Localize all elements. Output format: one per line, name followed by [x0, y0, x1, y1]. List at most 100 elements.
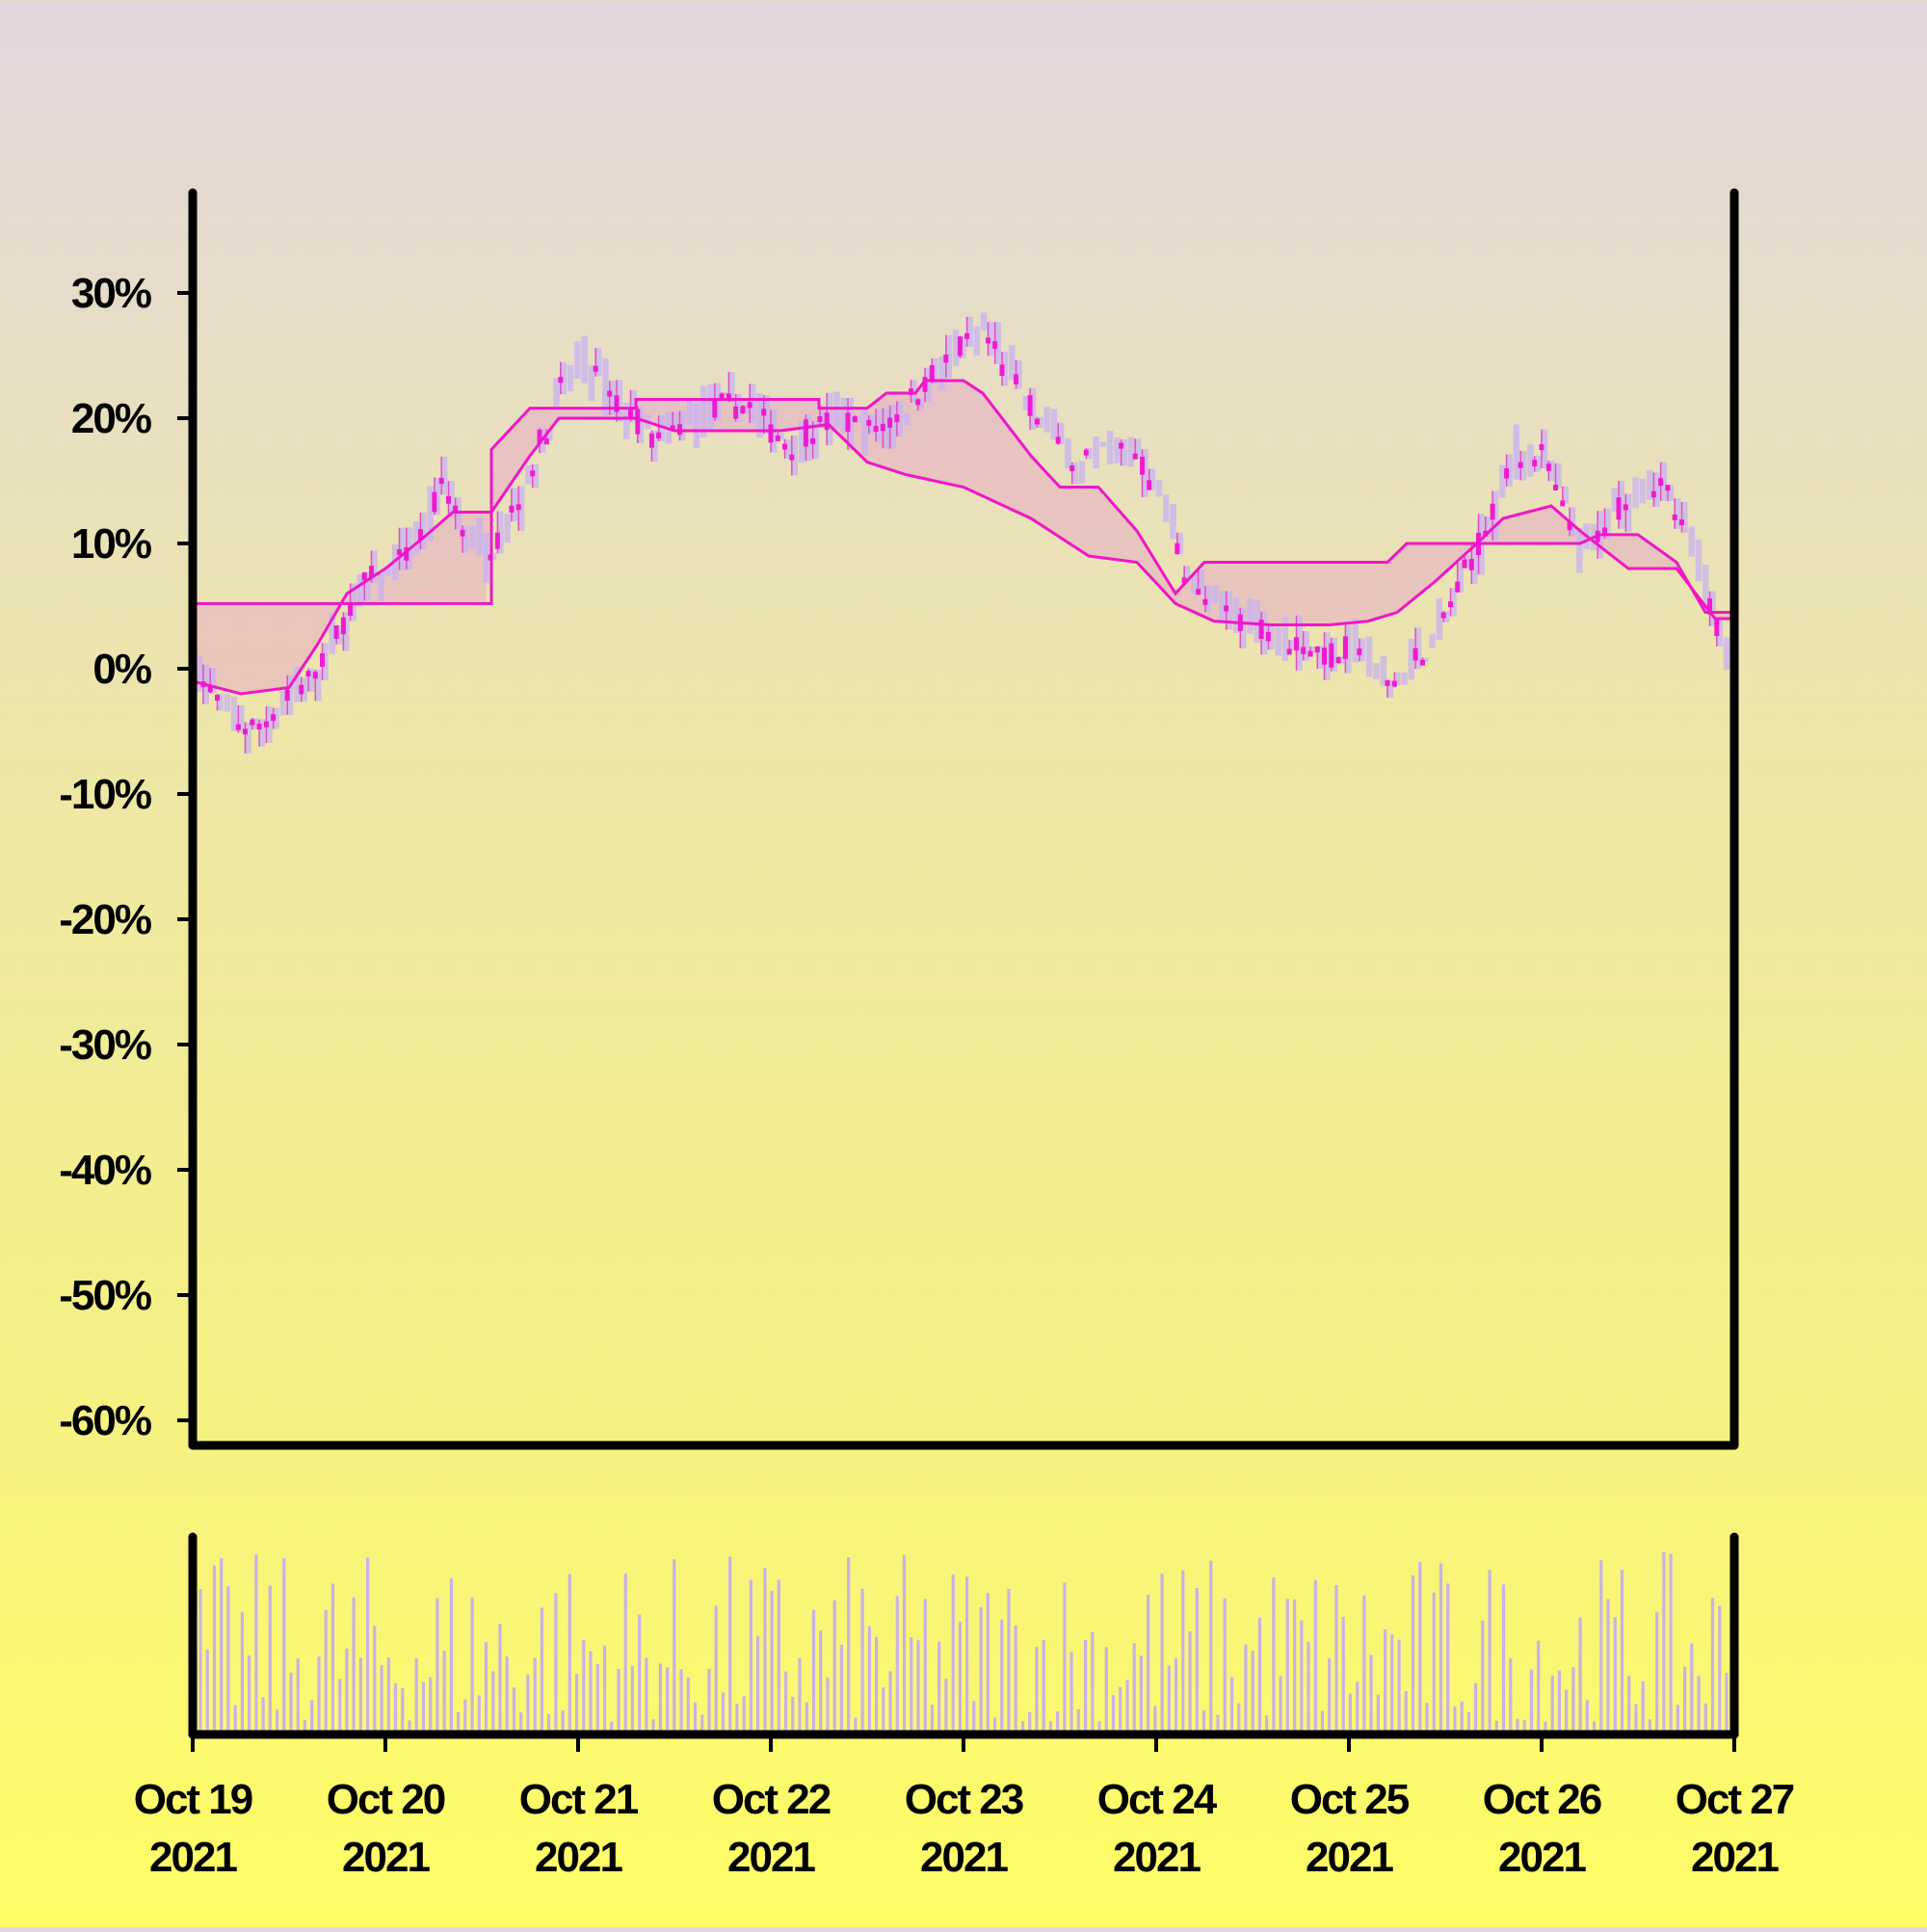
candle-shadow — [553, 378, 560, 410]
volume-bar — [380, 1665, 383, 1731]
volume-bar — [1578, 1617, 1582, 1731]
volume-bar — [205, 1649, 209, 1731]
candle-shadow — [938, 357, 945, 390]
candle-body — [719, 393, 725, 400]
volume-bar — [721, 1692, 726, 1731]
candle-shadow — [1562, 487, 1569, 504]
candle-shadow — [833, 391, 840, 429]
volume-bar — [895, 1596, 899, 1731]
candle-shadow — [567, 364, 574, 392]
volume-bar — [756, 1635, 760, 1731]
candle-body — [782, 443, 787, 450]
candle-body — [1665, 485, 1671, 491]
candle-shadow — [1464, 554, 1471, 569]
volume-bar — [436, 1598, 439, 1731]
candle-body — [1265, 631, 1271, 642]
volume-bar — [1369, 1654, 1373, 1731]
candle-shadow — [1232, 597, 1240, 633]
candle-body — [1224, 605, 1229, 612]
volume-bar — [1125, 1680, 1129, 1731]
volume-bar — [1550, 1675, 1554, 1731]
volume-bar — [1384, 1628, 1387, 1731]
candle-body — [1140, 457, 1145, 475]
volume-bar — [1565, 1689, 1569, 1731]
candle-shadow — [1576, 527, 1583, 573]
candle-body — [712, 399, 718, 418]
candle-shadow — [735, 393, 742, 422]
x-tick-label-date: Oct 21 — [519, 1776, 639, 1823]
volume-bar — [248, 1654, 251, 1731]
volume-bar — [1544, 1721, 1547, 1731]
candle-body — [803, 419, 808, 447]
volume-bar — [1069, 1652, 1073, 1731]
candle-body — [873, 426, 879, 432]
volume-bar — [1494, 1720, 1498, 1731]
candle-shadow — [1365, 636, 1373, 677]
candle-shadow — [945, 334, 952, 379]
candle-shadow — [497, 511, 504, 554]
candle-body — [593, 365, 598, 372]
volume-bar — [610, 1721, 614, 1731]
volume-bar — [1147, 1595, 1150, 1731]
candle-shadow — [1065, 437, 1071, 469]
volume-bar — [1313, 1580, 1317, 1731]
candle-shadow — [1155, 479, 1163, 497]
candle-body — [1301, 647, 1307, 654]
candle-shadow — [1142, 449, 1148, 497]
candle-shadow — [230, 696, 238, 731]
x-tick-label-year: 2021 — [1306, 1834, 1393, 1881]
candle-shadow — [742, 405, 750, 414]
y-tick-label: -20% — [59, 896, 151, 943]
candle-body — [1490, 503, 1495, 520]
candle-shadow — [819, 409, 827, 428]
volume-bar — [477, 1695, 481, 1731]
x-tick-label-date: Oct 22 — [712, 1776, 831, 1823]
candle-body — [494, 532, 500, 549]
candle-shadow — [1114, 437, 1121, 463]
candle-body — [243, 728, 248, 735]
candle-shadow — [363, 571, 371, 601]
candle-body — [1314, 647, 1320, 652]
candle-shadow — [1029, 387, 1037, 430]
volume-bar — [1201, 1710, 1206, 1731]
candle-shadow — [483, 533, 489, 584]
volume-bar — [965, 1576, 969, 1731]
candle-body — [299, 684, 304, 695]
candle-shadow — [1646, 469, 1653, 500]
candle-body — [1027, 395, 1033, 416]
volume-bar — [324, 1610, 328, 1731]
candle-shadow — [1050, 409, 1058, 440]
candle-body — [1329, 643, 1334, 668]
candle-shadow — [861, 408, 868, 456]
volume-bar — [763, 1568, 767, 1731]
candle-body — [1181, 577, 1187, 584]
volume-bar — [617, 1669, 620, 1731]
candle-body — [894, 414, 900, 423]
candle-shadow — [1401, 672, 1408, 685]
x-tick-label-date: Oct 26 — [1483, 1776, 1601, 1823]
candle-shadow — [798, 421, 805, 463]
candle-body — [515, 504, 521, 511]
candle-shadow — [1695, 540, 1703, 582]
volume-bar — [1697, 1676, 1701, 1731]
volume-bar — [728, 1556, 732, 1731]
candle-shadow — [335, 624, 343, 645]
volume-bar — [923, 1599, 927, 1731]
candle-body — [775, 435, 780, 441]
volume-bar — [805, 1702, 808, 1731]
candle-shadow — [960, 335, 966, 358]
volume-bar — [679, 1669, 683, 1731]
volume-bar — [582, 1639, 586, 1731]
candle-shadow — [315, 670, 322, 701]
candle-shadow — [238, 705, 245, 733]
candle-shadow — [469, 525, 476, 549]
candle-body — [361, 572, 367, 581]
candle-body — [1462, 559, 1467, 569]
volume-bar — [1710, 1598, 1715, 1731]
candle-body — [1175, 543, 1180, 555]
candle-body — [1307, 650, 1313, 657]
volume-bar — [673, 1559, 676, 1731]
candle-body — [1468, 559, 1474, 570]
candle-shadow — [1491, 490, 1499, 541]
volume-bar — [547, 1713, 551, 1731]
